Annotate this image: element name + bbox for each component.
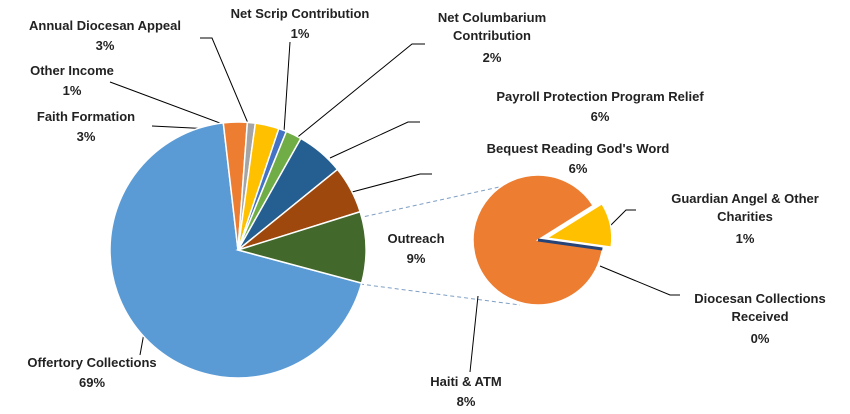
leader-line — [329, 121, 420, 159]
leader-line — [351, 173, 432, 193]
data-label: Net Scrip Contribution — [230, 6, 370, 21]
data-label: 8% — [456, 394, 476, 409]
data-label: Net Columbarium Contribution — [437, 10, 547, 43]
leader-line — [200, 37, 251, 129]
pie-slice — [109, 122, 363, 379]
data-label: 69% — [78, 375, 106, 390]
leader-line — [599, 265, 680, 296]
leader-line — [603, 209, 636, 233]
data-label: 0% — [750, 331, 770, 346]
data-label: Outreach — [387, 231, 445, 246]
connector-lines — [357, 181, 523, 306]
data-label: 2% — [482, 50, 502, 65]
pie-slice — [235, 210, 367, 285]
data-label: 6% — [568, 161, 588, 176]
data-label: 1% — [62, 83, 82, 98]
pie-slice — [472, 174, 604, 306]
leader-line — [469, 295, 479, 373]
pie-slice — [544, 202, 613, 249]
data-label: Other Income — [30, 63, 114, 78]
data-label: 9% — [406, 251, 426, 266]
data-label: Guardian Angel & Other Charities — [671, 191, 819, 224]
data-label: Annual Diocesan Appeal — [29, 18, 181, 33]
leader-line — [293, 43, 425, 141]
leader-line — [283, 41, 291, 133]
data-label: Faith Formation — [36, 109, 136, 124]
connector-line — [359, 283, 521, 306]
data-label: 3% — [76, 129, 96, 144]
data-label: 3% — [95, 38, 115, 53]
data-label: Payroll Protection Program Relief — [496, 89, 704, 104]
data-label: 6% — [590, 109, 610, 124]
data-label: 1% — [290, 26, 310, 41]
data-label: Offertory Collections — [27, 355, 157, 370]
data-label: Bequest Reading God's Word — [486, 141, 670, 156]
data-label: Haiti & ATM — [430, 374, 502, 389]
pie-slice — [537, 238, 603, 251]
data-label: Diocesan Collections Received — [694, 291, 826, 324]
data-label: 1% — [735, 231, 755, 246]
